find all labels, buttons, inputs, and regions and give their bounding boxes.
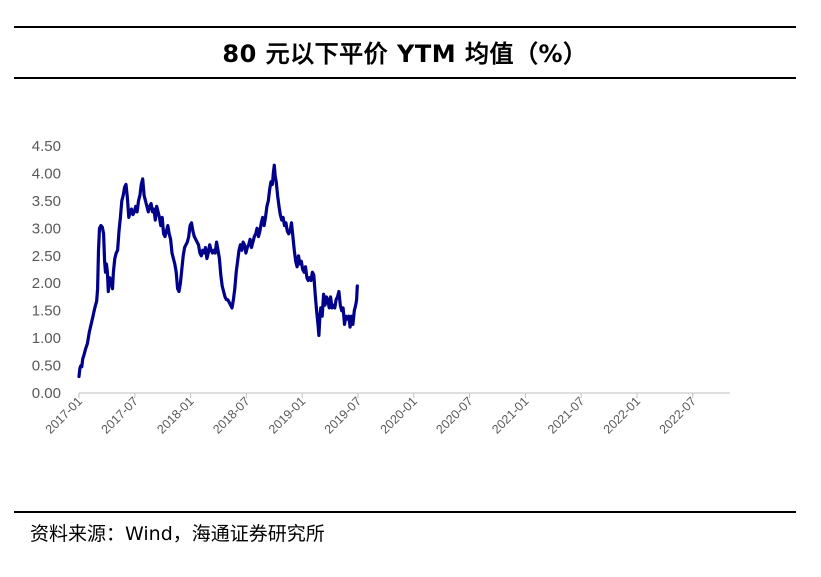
- series-line-ytm-mean: [77, 163, 359, 379]
- y-tick-label: 0.50: [32, 358, 61, 375]
- chart-title: 80 元以下平价 YTM 均值（%）: [222, 40, 588, 68]
- y-tick-label: 4.50: [32, 138, 61, 155]
- y-tick-label: 3.50: [32, 193, 61, 210]
- x-tick-label: 2019-01: [266, 394, 308, 436]
- y-tick-label: 0.00: [32, 385, 61, 402]
- source-note: 资料来源：Wind，海通证券研究所: [30, 523, 325, 545]
- x-tick-label: 2020-07: [433, 394, 475, 436]
- x-tick-label: 2018-07: [210, 394, 252, 436]
- x-tick-label: 2022-07: [657, 394, 699, 436]
- y-axis-labels: 0.00 0.50 1.00 1.50 2.00 2.50 3.00 3.50 4.00 4.50: [32, 138, 61, 402]
- x-tick-label: 2017-07: [99, 394, 141, 436]
- top-rule: [14, 26, 796, 28]
- x-tick-label: 2019-07: [322, 394, 364, 436]
- bottom-rule: [14, 511, 796, 513]
- x-tick-label: 2018-01: [154, 394, 196, 436]
- y-tick-label: 1.00: [32, 330, 61, 347]
- x-tick-label: 2021-01: [489, 394, 531, 436]
- x-tick-label: 2022-01: [601, 394, 643, 436]
- y-tick-label: 3.00: [32, 220, 61, 237]
- title-underline-rule: [14, 77, 796, 79]
- x-tick-label: 2020-01: [378, 394, 420, 436]
- y-tick-label: 1.50: [32, 303, 61, 320]
- x-axis-ticks: [78, 393, 694, 398]
- y-tick-label: 4.00: [32, 165, 61, 182]
- y-tick-label: 2.00: [32, 275, 61, 292]
- line-chart: 0.00 0.50 1.00 1.50 2.00 2.50 3.00 3.50 4.00 4.50…: [32, 138, 730, 437]
- x-tick-label: 2021-07: [545, 394, 587, 436]
- x-axis-labels: 2017-01 2017-07 2018-01 2018-07 2019-01 2019-…: [43, 394, 699, 436]
- y-tick-label: 2.50: [32, 248, 61, 265]
